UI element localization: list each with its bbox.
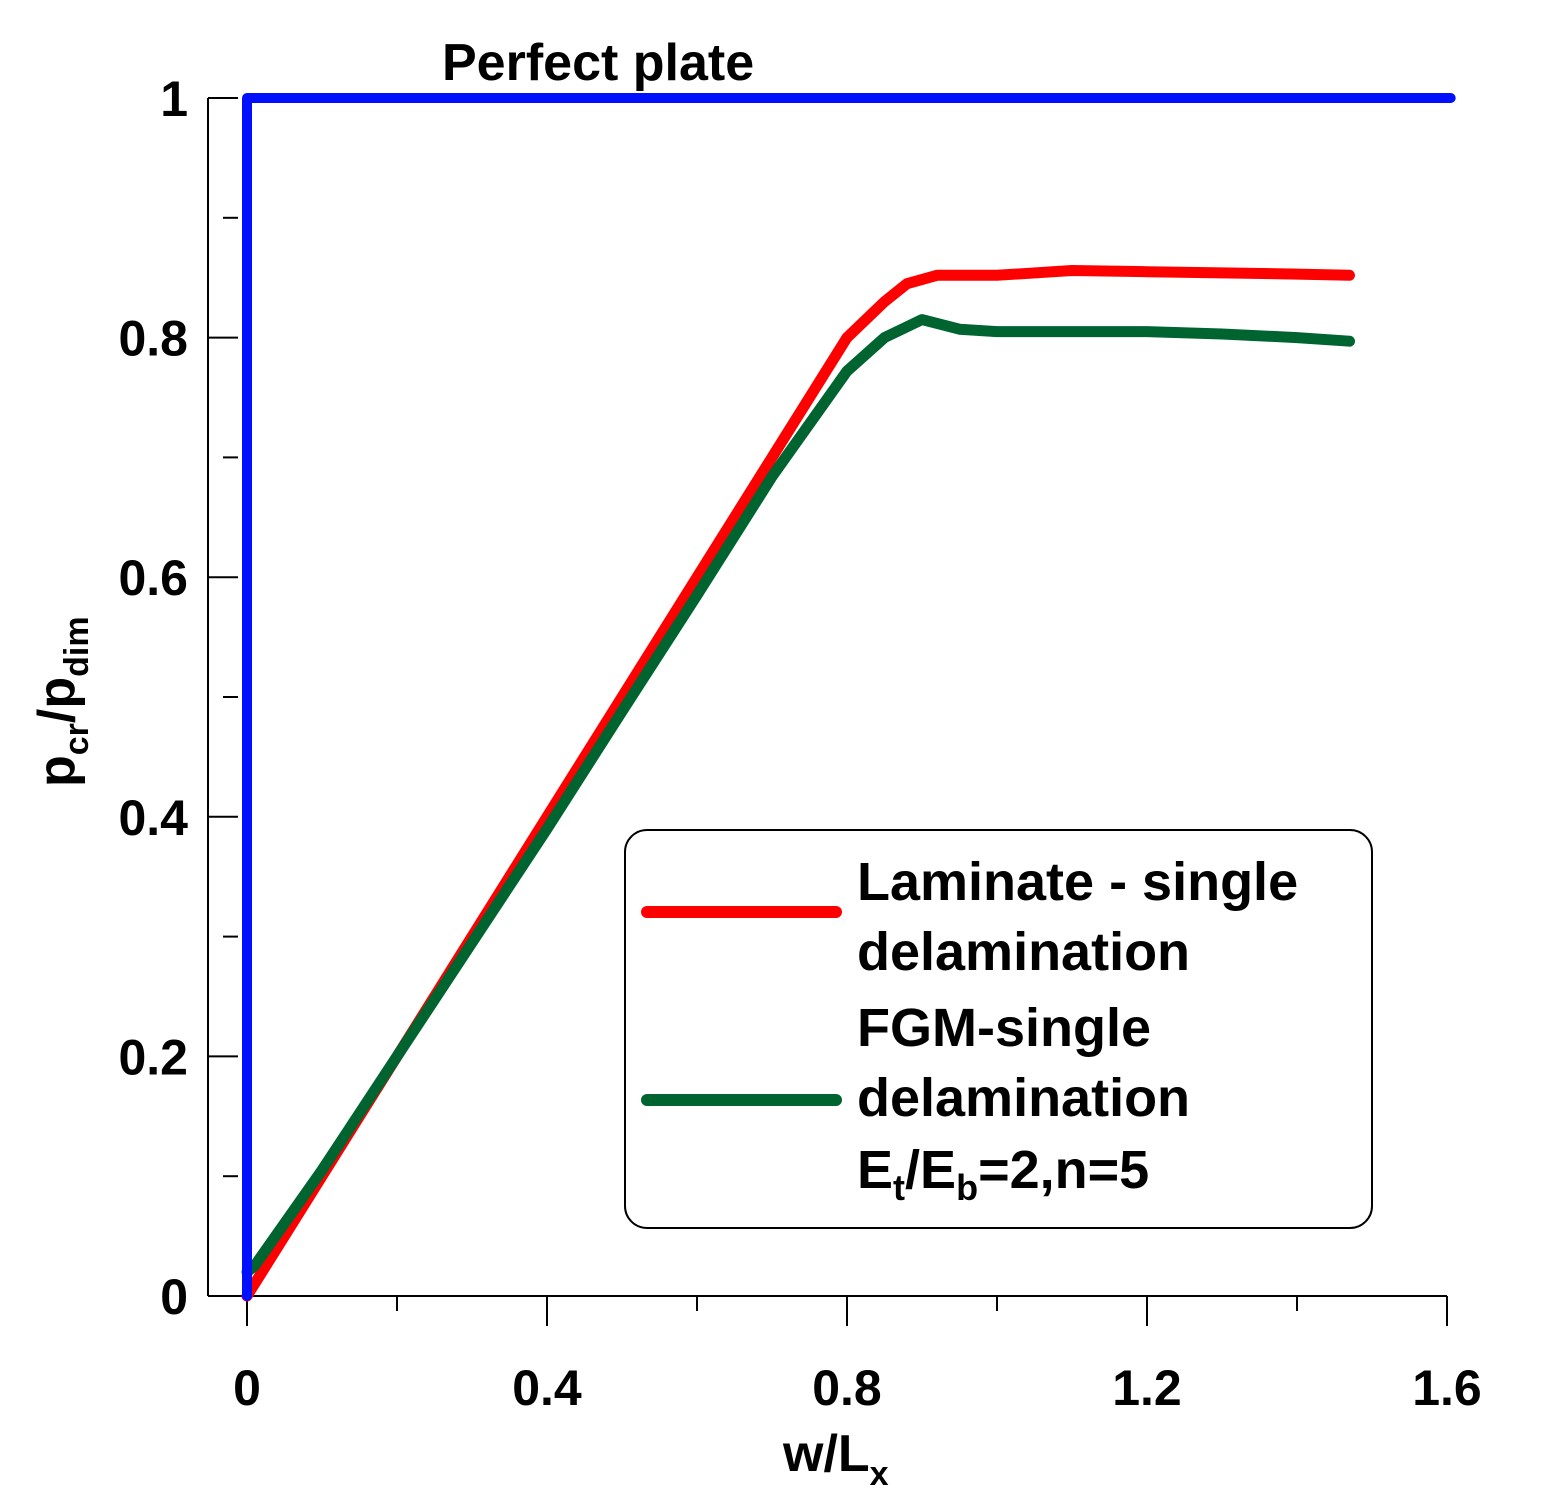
- x-tick-label-0: 0: [233, 1360, 261, 1416]
- y-tick-label-0.2: 0.2: [118, 1029, 188, 1085]
- series-line-fgm-single-delamination-et-eb-2-n-5: [241, 314, 1355, 1278]
- legend-label-laminate-line2: delamination: [857, 922, 1190, 982]
- legend: Laminate - single delamination FGM-singl…: [624, 829, 1373, 1229]
- perfect-plate-annotation: Perfect plate: [442, 34, 754, 92]
- y-tick-label-1: 1: [160, 71, 188, 127]
- legend-box: [624, 829, 1373, 1229]
- x-tick-label-1.2: 1.2: [1112, 1360, 1182, 1416]
- series-line-perfect-plate: [242, 93, 1456, 1301]
- y-axis-title: pcr/pdim: [28, 616, 96, 787]
- legend-label-fgm-line3: Et/Eb=2,n=5: [857, 1140, 1149, 1208]
- legend-label-laminate-line1: Laminate - single: [857, 852, 1298, 912]
- legend-label-fgm-line2: delamination: [857, 1068, 1190, 1128]
- y-tick-label-0.4: 0.4: [118, 790, 188, 846]
- legend-label-fgm-line1: FGM-single: [857, 998, 1151, 1058]
- tick-labels: 0 0.4 0.8 1.2 1.6 0 0.2 0.4 0.6 0.8 1: [118, 71, 1481, 1416]
- y-tick-label-0.6: 0.6: [118, 550, 188, 606]
- tick-marks: [208, 97, 1448, 1326]
- x-axis-title: w/Lx: [782, 1425, 889, 1493]
- series-lines: [241, 93, 1456, 1302]
- x-tick-label-0.8: 0.8: [812, 1360, 882, 1416]
- x-tick-label-0.4: 0.4: [512, 1360, 582, 1416]
- x-tick-label-1.6: 1.6: [1412, 1360, 1482, 1416]
- y-tick-label-0: 0: [160, 1269, 188, 1325]
- y-tick-label-0.8: 0.8: [118, 311, 188, 367]
